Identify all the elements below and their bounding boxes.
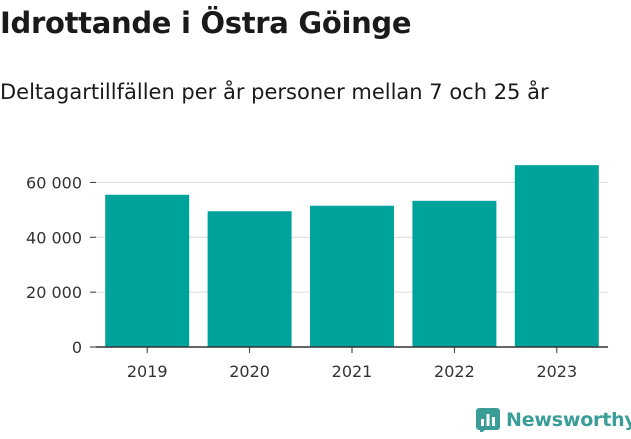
brand-name: Newsworthy [506,409,631,431]
bar-chart-icon [476,408,500,432]
x-tick-label: 2023 [536,362,577,381]
y-tick-label: 40 000 [26,228,82,247]
x-tick-label: 2021 [332,362,373,381]
y-tick-label: 0 [72,338,82,357]
chart-subtitle: Deltagartillfällen per år personer mella… [0,80,549,104]
x-tick-label: 2019 [127,362,168,381]
x-tick-label: 2020 [229,362,270,381]
x-tick-label: 2022 [434,362,475,381]
bar-2020 [207,211,292,347]
bar-2022 [412,200,497,347]
bar-2023 [514,165,599,347]
newsworthy-logo: Newsworthy [476,408,631,432]
y-tick-label: 20 000 [26,283,82,302]
chart-title: Idrottande i Östra Göinge [0,6,412,40]
bars [105,165,599,347]
axes: 0 20 000 40 000 60 000 2019 2020 2021 2022 2023 [26,173,608,381]
bar-2021 [310,205,394,347]
y-tick-label: 60 000 [26,173,82,192]
bar-2019 [105,194,190,347]
